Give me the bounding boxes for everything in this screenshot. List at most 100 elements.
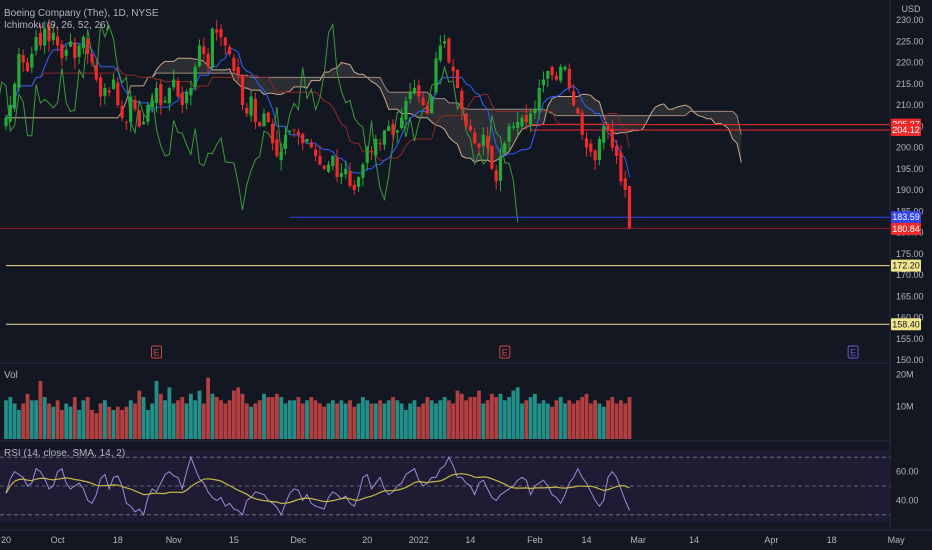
volume-bar xyxy=(339,400,344,439)
candle-body xyxy=(619,152,623,182)
rsi-legend[interactable]: RSI (14, close, SMA, 14, 2) xyxy=(4,448,125,459)
volume-bar xyxy=(361,397,365,439)
volume-bar xyxy=(85,397,90,439)
volume-bar xyxy=(81,400,86,439)
time-tick-label: 20 xyxy=(1,535,11,545)
candle-body xyxy=(490,145,494,169)
candle-body xyxy=(103,88,107,96)
candle-body xyxy=(533,109,537,114)
time-axis[interactable]: 20 Oct 18 Nov 15 Dec 20 2022 14 Feb 14 Mar 14 Apr 18 Ma… xyxy=(1,535,905,545)
volume-bar xyxy=(236,387,241,439)
candle-body xyxy=(486,136,490,148)
volume-bar xyxy=(42,397,47,439)
volume-bar xyxy=(365,400,370,439)
volume-bar xyxy=(507,397,511,439)
time-tick-label: Apr xyxy=(764,535,778,545)
volume-bar xyxy=(137,390,142,439)
volume-bar xyxy=(584,393,589,439)
candle-body xyxy=(43,28,47,46)
price-tick-label: 190.00 xyxy=(896,185,924,195)
volume-bar xyxy=(567,400,572,439)
candle-body xyxy=(335,157,339,178)
candle-body xyxy=(99,77,103,97)
candle-body xyxy=(374,139,378,156)
volume-bar xyxy=(201,403,206,439)
candle-body xyxy=(288,130,292,132)
candle-body xyxy=(567,68,571,88)
volume-bar xyxy=(167,387,172,439)
time-tick-label: 2022 xyxy=(409,535,429,545)
candle-body xyxy=(275,139,279,156)
volume-bar xyxy=(494,397,499,439)
volume-bar xyxy=(111,409,116,439)
volume-bar xyxy=(511,390,516,439)
candle-body xyxy=(331,156,335,166)
candle-body xyxy=(580,112,584,135)
horizontal-levels[interactable] xyxy=(0,124,890,325)
volume-bar xyxy=(103,400,107,439)
volume-bar xyxy=(318,403,322,439)
volume-bar xyxy=(4,400,8,439)
volume-bar xyxy=(150,403,155,439)
volume-bar xyxy=(266,397,271,439)
candle-body xyxy=(615,146,619,156)
candle-body xyxy=(215,29,219,33)
volume-bar xyxy=(94,413,99,439)
volume-bar xyxy=(425,397,430,439)
volume-bar xyxy=(68,406,73,439)
price-tick-label: 195.00 xyxy=(896,164,924,174)
time-tick-label: 18 xyxy=(113,535,123,545)
time-tick-label: May xyxy=(888,535,906,545)
price-tick-label: 230.00 xyxy=(896,15,924,25)
tenkan-conversion-line xyxy=(5,42,630,178)
volume-legend[interactable]: Vol xyxy=(4,370,18,381)
volume-bar xyxy=(227,400,232,439)
time-tick-label: Dec xyxy=(290,535,307,545)
candle-body xyxy=(189,88,193,96)
candle-body xyxy=(425,105,429,114)
volume-bar xyxy=(60,409,64,439)
volume-tick-label: 20M xyxy=(896,369,914,379)
symbol-legend[interactable]: Boeing Company (The), 1D, NYSE xyxy=(4,8,159,19)
candle-body xyxy=(529,113,533,125)
candle-body xyxy=(172,79,176,88)
candle-body xyxy=(185,92,189,104)
volume-bar xyxy=(51,406,56,439)
volume-bar xyxy=(287,400,292,439)
candle-body xyxy=(352,184,356,190)
volume-bar xyxy=(554,400,559,439)
volume-bar xyxy=(472,397,477,439)
volume-bar xyxy=(120,409,124,439)
volume-bar xyxy=(206,377,210,439)
volume-bar xyxy=(240,393,245,439)
volume-bar xyxy=(395,400,400,439)
earnings-marker[interactable] xyxy=(499,345,511,359)
volume-bar xyxy=(107,406,112,439)
volume-bar xyxy=(77,409,81,439)
price-tick-label: 165.00 xyxy=(896,291,924,301)
volume-bar xyxy=(171,403,176,439)
volume-bar xyxy=(21,403,26,439)
volume-bars xyxy=(4,377,632,439)
volume-bar xyxy=(257,400,262,439)
candle-body xyxy=(25,62,30,71)
volume-bar xyxy=(98,403,103,439)
price-tick-label: 220.00 xyxy=(896,58,924,68)
price-label-text: 172.20 xyxy=(892,261,920,271)
time-tick-label: Oct xyxy=(51,535,66,545)
price-tick-label: 225.00 xyxy=(896,36,924,46)
earnings-marker[interactable] xyxy=(151,345,162,359)
candle-body xyxy=(498,156,503,181)
time-tick-label: Feb xyxy=(527,535,543,545)
candle-body xyxy=(576,108,580,114)
volume-bar xyxy=(128,400,133,439)
candle-body xyxy=(86,38,90,54)
ichimoku-legend[interactable]: Ichimoku (9, 26, 52, 26) xyxy=(4,20,109,31)
candle-body xyxy=(60,44,64,59)
volume-bar xyxy=(141,397,146,439)
candle-body xyxy=(245,107,249,114)
volume-bar xyxy=(249,406,253,439)
earnings-marker[interactable] xyxy=(847,345,859,359)
